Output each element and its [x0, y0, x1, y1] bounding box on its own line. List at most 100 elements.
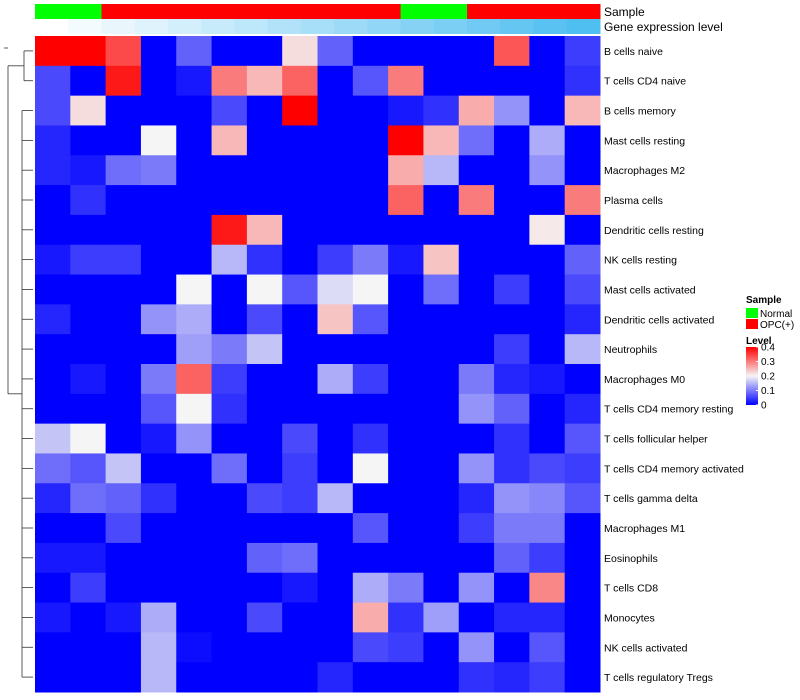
heatmap-cell: [211, 423, 248, 454]
heatmap-cell: [458, 125, 495, 156]
heatmap-cell: [388, 483, 424, 514]
heatmap-cell: [529, 423, 566, 454]
heatmap-cell: [564, 453, 601, 484]
heatmap-cell: [423, 185, 460, 216]
heatmap-cell: [317, 334, 354, 365]
heatmap-cell: [564, 244, 601, 276]
heatmap-cell: [564, 513, 601, 544]
heatmap-cell: [282, 453, 318, 484]
heatmap-cell: [35, 185, 71, 216]
heatmap-cell: [564, 274, 601, 305]
heatmap-cell: [494, 65, 530, 97]
heatmap-cell: [70, 513, 107, 544]
heatmap-cell: [176, 155, 213, 186]
heatmap-cell: [140, 542, 177, 574]
heatmap-cell: [388, 125, 424, 156]
expression-annotation-cell: [68, 19, 102, 34]
heatmap-cell: [282, 185, 318, 216]
row-label: T cells CD4 naive: [604, 76, 686, 88]
heatmap-cell: [282, 513, 318, 544]
heatmap-cell: [246, 542, 283, 574]
heatmap-cell: [35, 36, 71, 67]
heatmap-cell: [529, 95, 566, 126]
sample-annotation-cell: [167, 4, 202, 19]
heatmap-cell: [70, 542, 107, 574]
heatmap-cell: [35, 602, 71, 633]
heatmap-cell: [176, 185, 213, 216]
heatmap-cell: [423, 453, 460, 484]
level-tick-label: 0: [761, 401, 767, 412]
heatmap-cell: [246, 513, 283, 544]
heatmap-cell: [458, 602, 495, 633]
heatmap-cell: [176, 364, 213, 395]
heatmap-cell: [529, 632, 566, 663]
heatmap-cell: [211, 632, 248, 663]
heatmap-cell: [246, 334, 283, 365]
expression-annotation-cell: [433, 19, 468, 34]
sample-annotation-cell: [234, 4, 269, 19]
heatmap-cell: [282, 65, 318, 97]
heatmap-cell: [458, 155, 495, 186]
heatmap-cell: [317, 453, 354, 484]
heatmap-cell: [494, 513, 530, 544]
heatmap-cell: [388, 274, 424, 305]
heatmap-cell: [70, 453, 107, 484]
heatmap-cell: [564, 214, 601, 246]
heatmap-cell: [35, 423, 71, 454]
heatmap-cell: [282, 95, 318, 126]
heatmap-cell: [352, 602, 389, 633]
heatmap-cell: [423, 572, 460, 604]
heatmap-cell: [317, 632, 354, 663]
heatmap-cell: [564, 602, 601, 633]
heatmap-cell: [388, 155, 424, 186]
heatmap-cell: [70, 95, 107, 126]
heatmap-cell: [529, 393, 566, 425]
sample-annotation-cell: [566, 4, 601, 19]
heatmap-cells: [35, 36, 601, 693]
heatmap-cell: [529, 513, 566, 544]
heatmap-cell: [564, 36, 601, 67]
heatmap-cell: [211, 65, 248, 97]
row-label: T cells follicular helper: [604, 434, 708, 446]
heatmap-cell: [458, 65, 495, 97]
sample-annotation-cell: [467, 4, 501, 19]
heatmap-cell: [494, 304, 530, 335]
heatmap-cell: [352, 244, 389, 276]
heatmap-cell: [105, 364, 142, 395]
row-label: Dendritic cells activated: [604, 314, 714, 326]
heatmap-cell: [211, 214, 248, 246]
heatmap-cell: [140, 572, 177, 604]
heatmap-cell: [176, 393, 213, 425]
heatmap-cell: [176, 125, 213, 156]
heatmap-cell: [458, 453, 495, 484]
heatmap-cell: [176, 214, 213, 246]
heatmap-cell: [564, 393, 601, 425]
sample-annotation-track: [35, 4, 601, 19]
heatmap-cell: [70, 393, 107, 425]
heatmap-cell: [352, 662, 389, 693]
heatmap-cell: [246, 65, 283, 97]
heatmap-cell: [140, 364, 177, 395]
heatmap-cell: [105, 632, 142, 663]
heatmap-cell: [564, 304, 601, 335]
heatmap-cell: [211, 244, 248, 276]
heatmap-cell: [35, 125, 71, 156]
heatmap-cell: [317, 393, 354, 425]
heatmap-cell: [211, 542, 248, 574]
heatmap-cell: [176, 662, 213, 693]
heatmap-cell: [529, 274, 566, 305]
sample-annotation-cell: [267, 4, 302, 19]
heatmap-cell: [388, 602, 424, 633]
heatmap-cell: [105, 513, 142, 544]
heatmap-cell: [458, 95, 495, 126]
row-label: B cells naive: [604, 46, 663, 58]
heatmap-cell: [423, 274, 460, 305]
heatmap-cell: [246, 453, 283, 484]
heatmap-cell: [140, 155, 177, 186]
heatmap-cell: [246, 274, 283, 305]
heatmap-cell: [564, 185, 601, 216]
heatmap-cell: [70, 632, 107, 663]
sample-annotation-cell: [68, 4, 102, 19]
heatmap-cell: [352, 364, 389, 395]
heatmap-cell: [211, 155, 248, 186]
